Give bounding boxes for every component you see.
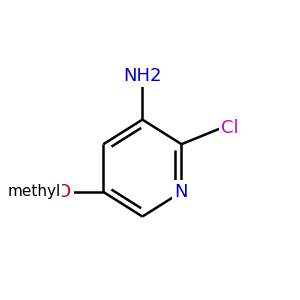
Text: O: O: [57, 183, 71, 201]
Text: Cl: Cl: [220, 119, 238, 137]
Text: N: N: [175, 183, 188, 201]
Text: methyl: methyl: [7, 184, 61, 200]
Text: NH2: NH2: [123, 67, 162, 85]
